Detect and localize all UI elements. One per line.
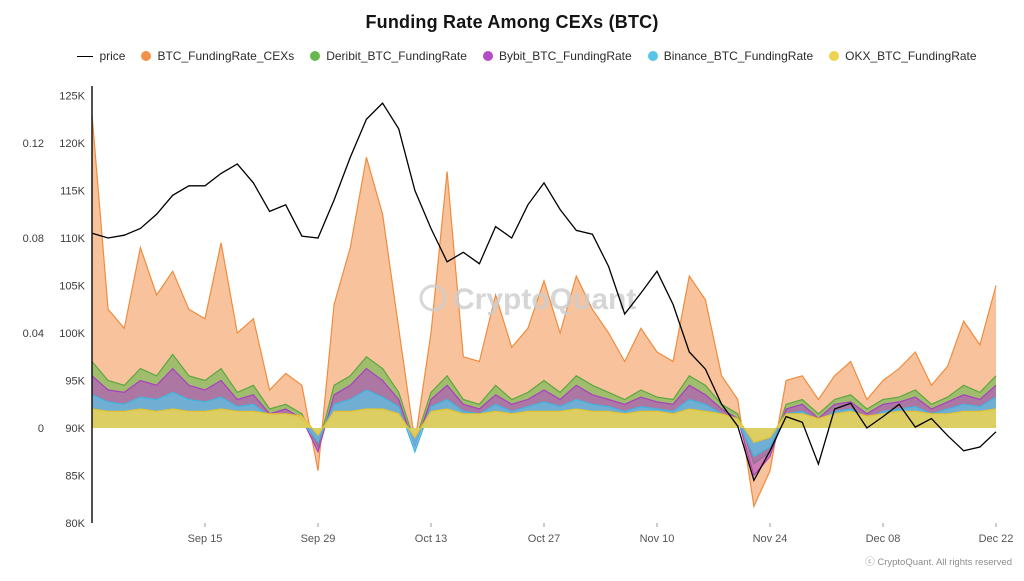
legend-item-bybit[interactable]: Bybit_BTC_FundingRate <box>482 49 632 63</box>
legend-item-binance[interactable]: Binance_BTC_FundingRate <box>647 49 814 63</box>
legend-item-cexs[interactable]: BTC_FundingRate_CEXs <box>141 49 294 63</box>
price-tick-label: 80K <box>65 518 85 530</box>
okx-dot-marker <box>829 51 840 61</box>
legend: price BTC_FundingRate_CEXs Deribit_BTC_F… <box>40 49 1014 63</box>
price-tick-label: 115K <box>60 186 86 198</box>
x-tick-label: Sep 29 <box>301 533 336 545</box>
price-tick-label: 110K <box>60 233 86 245</box>
rate-tick-label: 0.12 <box>23 138 44 150</box>
bybit-dot-marker <box>482 51 493 61</box>
outline-Binance_BTC_FundingRate <box>91 389 997 458</box>
x-tick-label: Dec 22 <box>979 533 1014 545</box>
price-tick-label: 90K <box>65 423 85 435</box>
x-tick-label: Nov 24 <box>753 533 788 545</box>
outline-BTC_FundingRate_CEXs <box>91 114 997 509</box>
price-tick-label: 85K <box>65 471 85 483</box>
copyright-notice: ⓒ CryptoQuant. All rights reserved <box>865 557 1012 568</box>
x-tick-label: Nov 10 <box>640 533 675 545</box>
price-tick-label: 105K <box>59 281 85 293</box>
deribit-dot-marker <box>310 51 321 61</box>
price-tick-label: 95K <box>65 376 85 388</box>
legend-item-deribit[interactable]: Deribit_BTC_FundingRate <box>310 49 467 63</box>
x-tick-label: Oct 13 <box>415 533 447 545</box>
rate-tick-label: 0 <box>38 423 44 435</box>
area-BTC_FundingRate_CEXs <box>92 114 996 507</box>
legend-label-okx: OKX_BTC_FundingRate <box>845 49 977 63</box>
price-line <box>91 102 997 482</box>
watermark-logo-icon <box>419 284 447 312</box>
price-tick-label: 100K <box>59 328 85 340</box>
price-tick-label: 125K <box>59 91 85 103</box>
outline-Bybit_BTC_FundingRate <box>91 367 997 477</box>
price-line-marker <box>77 55 94 57</box>
legend-label-price: price <box>99 49 126 63</box>
x-tick-label: Dec 08 <box>866 533 901 545</box>
cexs-dot-marker <box>141 51 152 61</box>
x-tick-label: Oct 27 <box>528 533 560 545</box>
rate-tick-label: 0.04 <box>23 328 44 340</box>
rate-tick-label: 0.08 <box>23 233 44 245</box>
outline-OKX_BTC_FundingRate <box>91 408 997 444</box>
legend-label-bybit: Bybit_BTC_FundingRate <box>498 49 632 63</box>
legend-item-price[interactable]: price <box>77 49 125 63</box>
binance-dot-marker <box>647 51 658 61</box>
legend-label-cexs: BTC_FundingRate_CEXs <box>157 49 295 63</box>
area-OKX_BTC_FundingRate <box>92 409 996 443</box>
chart-title: Funding Rate Among CEXs (BTC) <box>365 12 659 32</box>
outline-Deribit_BTC_FundingRate <box>91 353 997 465</box>
watermark-text: CryptoQuant <box>453 283 636 316</box>
price-tick-label: 120K <box>59 138 85 150</box>
legend-label-binance: Binance_BTC_FundingRate <box>663 49 814 63</box>
x-tick-label: Sep 15 <box>188 533 223 545</box>
legend-label-deribit: Deribit_BTC_FundingRate <box>326 49 467 63</box>
legend-item-okx[interactable]: OKX_BTC_FundingRate <box>829 49 977 63</box>
